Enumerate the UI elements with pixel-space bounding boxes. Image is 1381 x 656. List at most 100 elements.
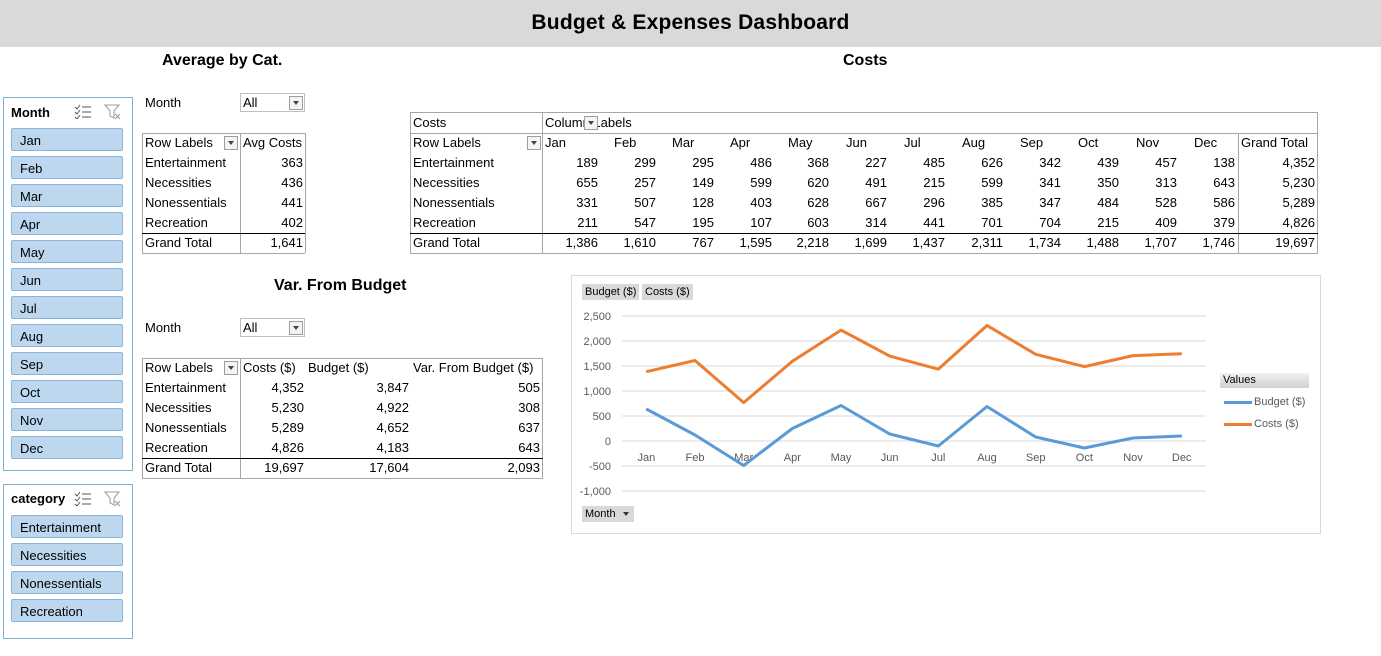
data-point xyxy=(1035,353,1037,355)
costs-row-value: 507 xyxy=(634,195,656,210)
row-labels-dropdown-icon[interactable] xyxy=(527,136,541,150)
costs-row-value: 626 xyxy=(981,155,1003,170)
costs-grand-total-value: 1,595 xyxy=(739,235,772,250)
x-tick-label: Sep xyxy=(1026,452,1046,464)
x-tick-label: Jan xyxy=(637,452,655,464)
y-tick-label: -500 xyxy=(589,461,611,473)
budget-field-button[interactable]: Budget ($) xyxy=(582,284,640,300)
costs-field-button[interactable]: Costs ($) xyxy=(642,284,693,300)
pivot-chart[interactable]: Budget ($) Costs ($) Month 2,500 2,000 1,5… xyxy=(571,275,1321,534)
costs-month-header: Aug xyxy=(962,135,986,150)
multi-select-icon[interactable] xyxy=(74,490,92,506)
average-section-title: Average by Cat. xyxy=(162,52,283,69)
data-point xyxy=(986,406,988,407)
costs-row-value: 586 xyxy=(1213,195,1235,210)
slicer-item-feb[interactable]: Feb xyxy=(11,156,123,179)
costs-row-value: 403 xyxy=(750,195,772,210)
data-point xyxy=(791,360,793,362)
data-point xyxy=(1132,355,1134,357)
clear-filter-icon[interactable] xyxy=(104,490,122,508)
data-point xyxy=(1132,437,1134,439)
costs-grand-total-value: 767 xyxy=(692,235,714,250)
x-tick-label: Oct xyxy=(1076,452,1093,464)
costs-section-title: Costs xyxy=(843,52,888,69)
costs-month-header: Apr xyxy=(730,135,751,150)
slicer-item-dec[interactable]: Dec xyxy=(11,436,123,459)
series-line-1[interactable] xyxy=(645,323,1182,405)
data-point xyxy=(645,371,647,373)
costs-row-value: 655 xyxy=(576,175,598,190)
costs-month-header: Jan xyxy=(545,135,566,150)
slicer-item-aug[interactable]: Aug xyxy=(11,324,123,347)
legend-title: Values xyxy=(1220,373,1309,388)
var-row-budget: 4,922 xyxy=(376,400,409,415)
var-row-label: Necessities xyxy=(145,400,212,415)
slicer-item-recreation[interactable]: Recreation xyxy=(11,599,123,622)
costs-grand-total-label: Grand Total xyxy=(413,235,480,250)
costs-month-header: Mar xyxy=(672,135,695,150)
slicer-item-jan[interactable]: Jan xyxy=(11,128,123,151)
costs-month-header: Oct xyxy=(1078,135,1099,150)
data-point xyxy=(694,434,696,436)
costs-month-header: Jul xyxy=(904,135,921,150)
var-total-label: Grand Total xyxy=(145,460,212,475)
costs-row-value: 484 xyxy=(1097,195,1119,210)
var-row-budget: 4,652 xyxy=(376,420,409,435)
slicer-item-entertainment[interactable]: Entertainment xyxy=(11,515,123,538)
avg-row-value: 402 xyxy=(281,215,303,230)
costs-row-value: 457 xyxy=(1155,155,1177,170)
costs-row-value: 441 xyxy=(923,215,945,230)
costs-row-value: 299 xyxy=(634,155,656,170)
slicer-item-oct[interactable]: Oct xyxy=(11,380,123,403)
var-filter-value: All xyxy=(243,320,258,335)
var-header-rowlabels: Row Labels xyxy=(145,360,213,375)
var-row-variance: 308 xyxy=(518,400,540,415)
line-chart-plot: 2,500 2,000 1,500 1,000 500 0 -500 -1,000 Jan Feb… xyxy=(580,311,1206,498)
legend-entry[interactable]: Budget ($) xyxy=(1224,395,1305,409)
var-month-filter[interactable]: All xyxy=(240,318,305,337)
slicer-item-nov[interactable]: Nov xyxy=(11,408,123,431)
slicer-item-sep[interactable]: Sep xyxy=(11,352,123,375)
costs-grand-total-value: 1,386 xyxy=(565,235,598,250)
slicer-item-jun[interactable]: Jun xyxy=(11,268,123,291)
costs-row-value: 491 xyxy=(865,175,887,190)
avg-row-label: Necessities xyxy=(145,175,212,190)
var-rowlabels-dropdown-icon[interactable] xyxy=(224,361,238,375)
slicer-item-nonessentials[interactable]: Nonessentials xyxy=(11,571,123,594)
costs-month-header: Feb xyxy=(614,135,637,150)
month-axis-field-button[interactable]: Month xyxy=(582,506,634,522)
category-slicer[interactable]: category Entertainment Necessities Nonesse… xyxy=(3,484,133,639)
slicer-item-apr[interactable]: Apr xyxy=(11,212,123,235)
costs-row-value: 409 xyxy=(1155,215,1177,230)
costs-row-value: 599 xyxy=(750,175,772,190)
legend-entry[interactable]: Costs ($) xyxy=(1224,417,1299,431)
data-point xyxy=(791,428,793,429)
series-line-0[interactable] xyxy=(645,404,1182,467)
slicer-item-jul[interactable]: Jul xyxy=(11,296,123,319)
avg-month-filter[interactable]: All xyxy=(240,93,305,112)
costs-row-value: 257 xyxy=(634,175,656,190)
multi-select-icon[interactable] xyxy=(74,103,92,119)
month-slicer[interactable]: Month Jan Feb Mar Apr May Jun Jul Aug Sep Oct Nov D… xyxy=(3,97,133,471)
costs-grand-total-value: 2,218 xyxy=(796,235,829,250)
legend-swatch xyxy=(1224,422,1252,426)
clear-filter-icon[interactable] xyxy=(104,103,122,121)
var-row-label: Nonessentials xyxy=(145,420,227,435)
costs-row-value: 379 xyxy=(1213,215,1235,230)
y-tick-label: 1,000 xyxy=(583,386,611,398)
var-filter-dropdown-icon[interactable] xyxy=(289,321,303,335)
slicer-item-mar[interactable]: Mar xyxy=(11,184,123,207)
costs-grand-total-value: 1,734 xyxy=(1028,235,1061,250)
costs-row-label: Entertainment xyxy=(413,155,494,170)
slicer-item-necessities[interactable]: Necessities xyxy=(11,543,123,566)
slicer-item-may[interactable]: May xyxy=(11,240,123,263)
avg-row-label: Recreation xyxy=(145,215,208,230)
var-row-variance: 643 xyxy=(518,440,540,455)
costs-row-value: 547 xyxy=(634,215,656,230)
avg-rowlabels-dropdown-icon[interactable] xyxy=(224,136,238,150)
avg-filter-dropdown-icon[interactable] xyxy=(289,96,303,110)
column-labels-dropdown-icon[interactable] xyxy=(584,116,598,130)
var-row-budget: 4,183 xyxy=(376,440,409,455)
costs-row-value: 295 xyxy=(692,155,714,170)
costs-row-total: 4,352 xyxy=(1282,155,1315,170)
